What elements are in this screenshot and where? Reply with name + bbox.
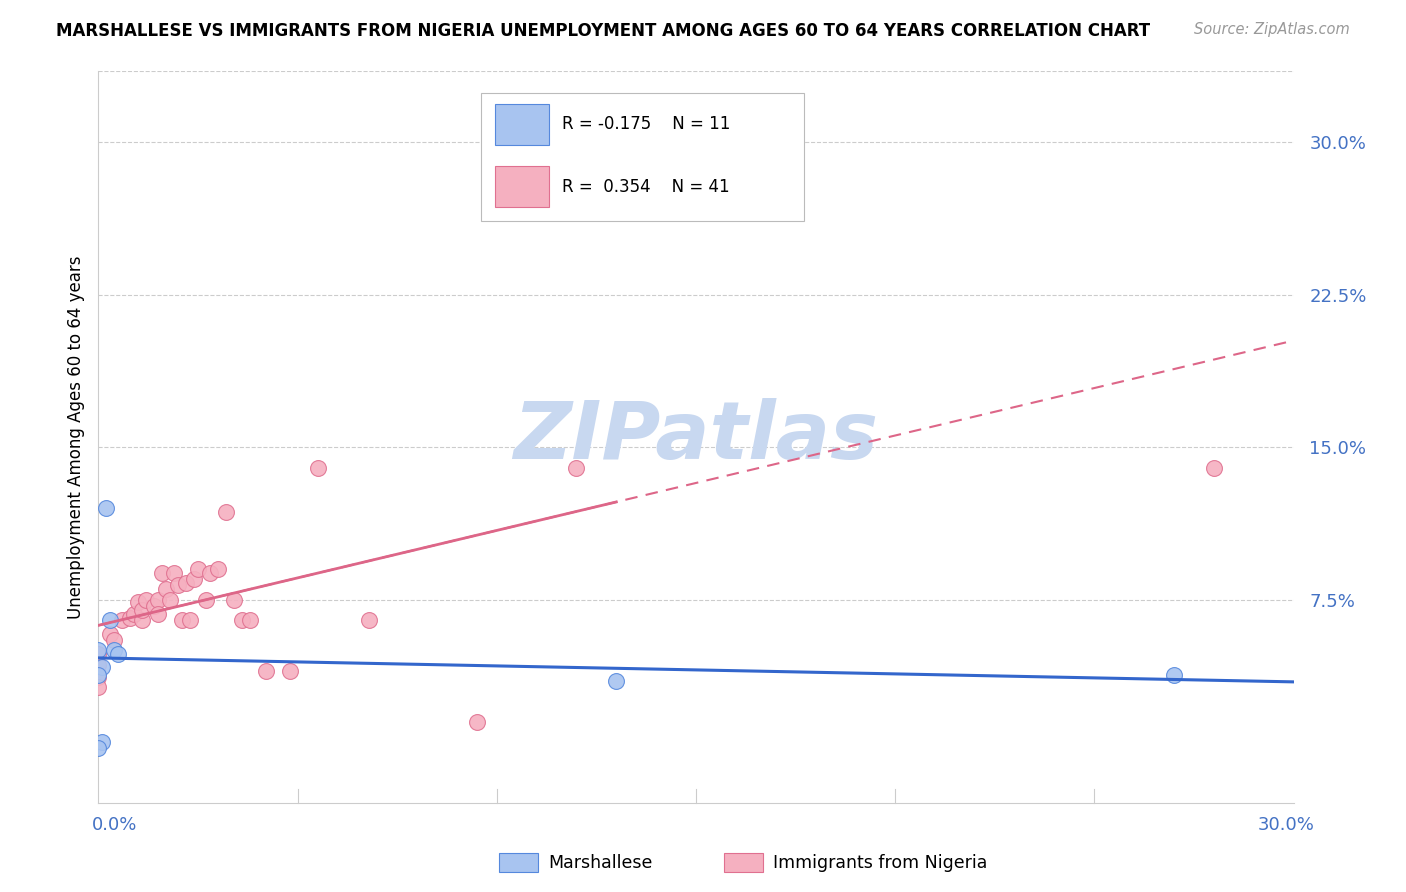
Text: MARSHALLESE VS IMMIGRANTS FROM NIGERIA UNEMPLOYMENT AMONG AGES 60 TO 64 YEARS CO: MARSHALLESE VS IMMIGRANTS FROM NIGERIA U… [56,22,1150,40]
Point [359,613,381,627]
Point [239,613,262,627]
Text: ZIPatlas: ZIPatlas [513,398,879,476]
Point [91,659,114,673]
Text: 30.0%: 30.0% [1258,816,1315,834]
Point [155,582,177,597]
Point [91,735,114,749]
Point [111,613,134,627]
Point [98,627,122,641]
Point [605,673,627,688]
Point [131,613,153,627]
Point [183,572,205,586]
FancyBboxPatch shape [481,94,804,221]
Point [1163,667,1185,682]
Point [148,607,170,621]
Point [278,664,301,678]
Text: 0.0%: 0.0% [91,816,136,834]
Point [131,603,153,617]
Point [107,648,129,662]
Point [231,613,253,627]
Point [87,680,110,694]
Point [254,664,277,678]
Point [87,670,110,684]
Point [565,460,588,475]
Point [87,657,110,672]
Point [215,505,238,519]
Point [207,562,229,576]
Point [163,566,186,581]
Point [195,592,218,607]
Point [465,714,488,729]
Text: R = -0.175    N = 11: R = -0.175 N = 11 [562,115,731,133]
Point [96,501,118,516]
Point [1202,460,1225,475]
Point [103,633,125,648]
Point [174,576,197,591]
FancyBboxPatch shape [495,104,548,145]
Point [172,613,194,627]
Point [307,460,329,475]
Point [87,648,110,662]
Text: Immigrants from Nigeria: Immigrants from Nigeria [773,854,987,871]
Point [148,592,170,607]
Point [98,613,122,627]
Text: Marshallese: Marshallese [548,854,652,871]
Point [222,592,245,607]
Point [87,643,110,657]
Point [198,566,221,581]
Point [87,740,110,755]
Point [87,667,110,682]
Point [159,592,181,607]
Point [103,643,125,657]
Point [187,562,209,576]
Point [150,566,173,581]
Point [120,611,142,625]
Point [135,592,157,607]
Point [179,613,201,627]
FancyBboxPatch shape [495,167,548,207]
Point [645,176,668,190]
Point [143,599,166,613]
Point [124,607,146,621]
Point [127,595,149,609]
Point [167,578,190,592]
Y-axis label: Unemployment Among Ages 60 to 64 years: Unemployment Among Ages 60 to 64 years [66,255,84,619]
Text: Source: ZipAtlas.com: Source: ZipAtlas.com [1194,22,1350,37]
Text: R =  0.354    N = 41: R = 0.354 N = 41 [562,178,730,196]
